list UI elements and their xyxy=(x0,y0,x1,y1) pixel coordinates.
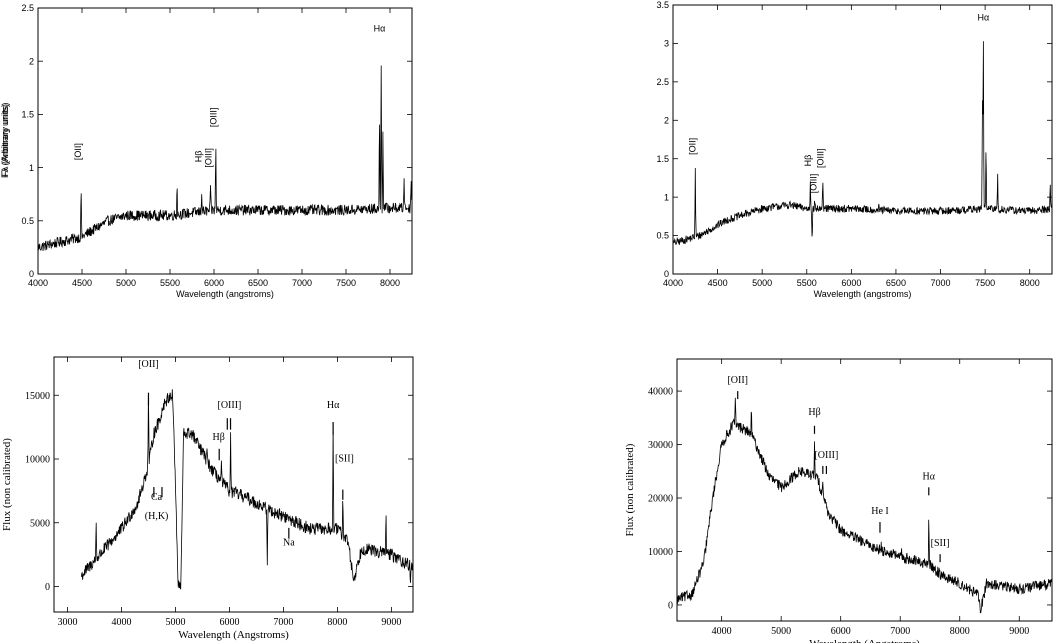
x-tick-label: 7000 xyxy=(890,626,910,637)
x-tick-label: 5000 xyxy=(771,626,791,637)
spectrum-line xyxy=(38,65,412,252)
line-annotation: He I xyxy=(871,506,889,517)
x-tick-label: 5000 xyxy=(116,278,136,288)
line-annotation: Hβ xyxy=(808,407,820,418)
spectrum-line xyxy=(677,397,1052,614)
spectrum-panel-2: 4000 4500 5000 5500 6000 6500 7000 7500 8000 0 0.5… xyxy=(0,0,1053,299)
spectrum-panel-3: 3000 4000 5000 6000 7000 8000 9000 0 5000 10000 15… xyxy=(1,356,414,641)
y-tick-label: 2.5 xyxy=(21,3,34,13)
line-annotation: [OIII] xyxy=(816,148,826,168)
y-tick-label: 10000 xyxy=(25,455,50,466)
y-tick-label: 2 xyxy=(664,115,669,125)
line-annotation: Hβ xyxy=(803,155,813,167)
x-axis-label: Wavelength (Angstroms) xyxy=(809,638,920,643)
plot-frame xyxy=(37,7,413,275)
x-tick-label: 9000 xyxy=(1009,626,1029,637)
x-tick-label: 8000 xyxy=(380,278,400,288)
y-tick-label: 1.5 xyxy=(21,110,34,120)
x-tick-label: 8000 xyxy=(1020,278,1040,288)
x-tick-label: 6500 xyxy=(886,278,906,288)
y-tick-label: 40000 xyxy=(648,387,673,398)
plot-frame xyxy=(672,4,1053,275)
line-annotation: Ca xyxy=(151,492,163,503)
y-tick-label: 20000 xyxy=(648,494,673,505)
spectrum-line xyxy=(673,41,1052,247)
x-axis-label: Wavelength (Angstroms) xyxy=(178,629,289,641)
y-axis-label: Flux (non calibrated) xyxy=(624,443,636,536)
y-tick-label: 5000 xyxy=(30,518,50,529)
x-axis-label: Wavelength (angstroms) xyxy=(176,289,274,299)
x-tick-label: 4000 xyxy=(712,626,732,637)
x-tick-label: 8000 xyxy=(327,617,347,628)
x-tick-label: 5500 xyxy=(797,278,817,288)
x-tick-label: 7500 xyxy=(975,278,995,288)
x-tick-label: 5500 xyxy=(160,278,180,288)
y-tick-label: 0 xyxy=(29,269,34,279)
line-annotation: Hα xyxy=(977,12,989,22)
x-tick-label: 4000 xyxy=(28,278,48,288)
y-tick-label: 2.5 xyxy=(656,77,669,87)
spectrum-panel-4: 4000 5000 6000 7000 8000 9000 0 10000 20000 30000… xyxy=(624,358,1053,643)
x-tick-label: 5000 xyxy=(165,617,185,628)
x-tick-label: 7500 xyxy=(336,278,356,288)
y-tick-label: 30000 xyxy=(648,440,673,451)
x-tick-label: 5000 xyxy=(752,278,772,288)
line-annotation: [OII] xyxy=(73,143,83,160)
line-annotation: [OII] xyxy=(727,375,748,386)
line-annotation: [OIII] xyxy=(218,400,242,411)
x-tick-label: 8000 xyxy=(950,626,970,637)
line-annotation: [OII] xyxy=(687,138,697,155)
y-axis-label: Flux (non calibrated) xyxy=(1,438,13,531)
line-annotation: [SII] xyxy=(335,454,354,465)
y-tick-label: 0.5 xyxy=(21,216,34,226)
x-tick-label: 6000 xyxy=(831,626,851,637)
y-tick-label: 0 xyxy=(664,269,669,279)
y-tick-label: 1 xyxy=(664,192,669,202)
line-annotation: (H,K) xyxy=(145,511,169,522)
plot-frame xyxy=(676,358,1053,622)
plot-frame xyxy=(53,356,414,613)
x-tick-label: 6000 xyxy=(219,617,239,628)
y-tick-label: 3.5 xyxy=(656,0,669,10)
x-tick-label: 4500 xyxy=(72,278,92,288)
x-tick-label: 4000 xyxy=(663,278,683,288)
y-axis-label: Fλ (Arbitrary units) xyxy=(0,102,10,176)
y-tick-label: 0 xyxy=(668,600,673,611)
line-annotation: Hα xyxy=(923,471,936,482)
y-tick-label: 2 xyxy=(29,56,34,66)
line-annotation: Na xyxy=(283,538,295,549)
x-tick-label: 7000 xyxy=(273,617,293,628)
y-tick-label: 0.5 xyxy=(656,231,669,241)
y-axis-label: Fλ (Arbitrary units) xyxy=(0,104,10,178)
x-axis-label: Wavelength (angstroms) xyxy=(814,289,912,299)
line-annotation: Hα xyxy=(327,400,340,411)
x-tick-label: 9000 xyxy=(381,617,401,628)
line-annotation: [SII] xyxy=(931,538,950,549)
y-tick-label: 0 xyxy=(45,582,50,593)
x-tick-label: 6000 xyxy=(204,278,224,288)
line-annotation: [OIII] xyxy=(209,108,219,128)
line-annotation: Hβ xyxy=(194,151,204,163)
line-annotation: [OIII] xyxy=(809,174,819,194)
x-tick-label: 6000 xyxy=(841,278,861,288)
line-annotation: Hα xyxy=(374,23,386,33)
line-annotation: [OIII] xyxy=(203,148,213,168)
y-tick-label: 1 xyxy=(29,163,34,173)
spectrum-panel-1: 4000 4500 5000 5500 6000 6500 7000 7500 8000 0 0.5… xyxy=(0,3,413,299)
y-tick-label: 15000 xyxy=(25,391,50,402)
x-tick-label: 4000 xyxy=(111,617,131,628)
x-tick-label: 6500 xyxy=(248,278,268,288)
spectrum-line xyxy=(80,389,413,590)
line-annotation: [OIII] xyxy=(814,450,838,461)
line-annotation: [OII] xyxy=(138,359,159,370)
line-annotation: Hβ xyxy=(212,432,224,443)
x-tick-label: 3000 xyxy=(57,617,77,628)
x-tick-label: 4500 xyxy=(708,278,728,288)
y-tick-label: 10000 xyxy=(648,547,673,558)
y-tick-label: 3 xyxy=(664,39,669,49)
x-tick-label: 7000 xyxy=(931,278,951,288)
y-tick-label: 1.5 xyxy=(656,154,669,164)
x-tick-label: 7000 xyxy=(292,278,312,288)
